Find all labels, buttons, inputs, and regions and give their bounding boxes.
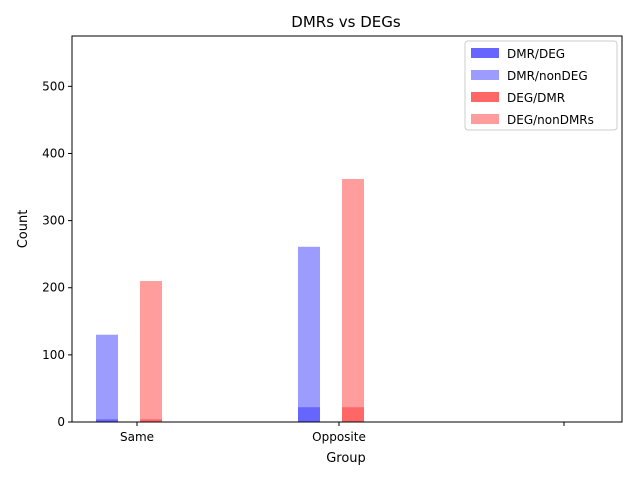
plot-frame bbox=[71, 35, 623, 423]
bars-layer bbox=[96, 178, 364, 422]
x-tick-label: Opposite bbox=[312, 430, 366, 444]
legend-label: DMR/DEG bbox=[507, 47, 565, 61]
y-tick-label: 300 bbox=[42, 214, 65, 228]
y-tick-label: 100 bbox=[42, 348, 65, 362]
bar-dmr-nondeg-opposite bbox=[298, 246, 320, 422]
legend-swatch bbox=[471, 92, 499, 102]
x-axis-label: Group bbox=[326, 451, 366, 466]
chart-title: DMRs vs DEGs bbox=[291, 13, 401, 31]
legend-label: DEG/nonDMRs bbox=[507, 113, 594, 127]
x-tick-label: Same bbox=[120, 430, 154, 444]
y-axis-label: Count bbox=[16, 210, 31, 249]
bar-deg-dmr-opposite bbox=[342, 407, 364, 422]
bar-deg-dmr-same bbox=[140, 419, 162, 422]
bar-deg-nondmrs-same bbox=[140, 281, 162, 422]
y-tick-label: 400 bbox=[42, 146, 65, 160]
y-tick-label: 500 bbox=[42, 79, 65, 93]
bar-dmr-nondeg-same bbox=[96, 334, 118, 422]
legend-swatch bbox=[471, 114, 499, 124]
y-tick-label: 0 bbox=[57, 415, 65, 429]
bar-dmr-deg-opposite bbox=[298, 407, 320, 422]
legend: DMR/DEG DMR/nonDEG DEG/DMR DEG/nonDMRs bbox=[464, 40, 618, 131]
axes-layer: 0 100 200 300 400 500 Same Opposite bbox=[42, 35, 623, 444]
y-tick-label: 200 bbox=[42, 281, 65, 295]
legend-swatch bbox=[471, 48, 499, 58]
legend-swatch bbox=[471, 70, 499, 80]
legend-frame bbox=[464, 40, 618, 131]
bar-dmr-deg-same bbox=[96, 419, 118, 422]
legend-label: DMR/nonDEG bbox=[507, 69, 588, 83]
legend-label: DEG/DMR bbox=[507, 91, 565, 105]
bar-deg-nondmrs-opposite bbox=[342, 178, 364, 422]
